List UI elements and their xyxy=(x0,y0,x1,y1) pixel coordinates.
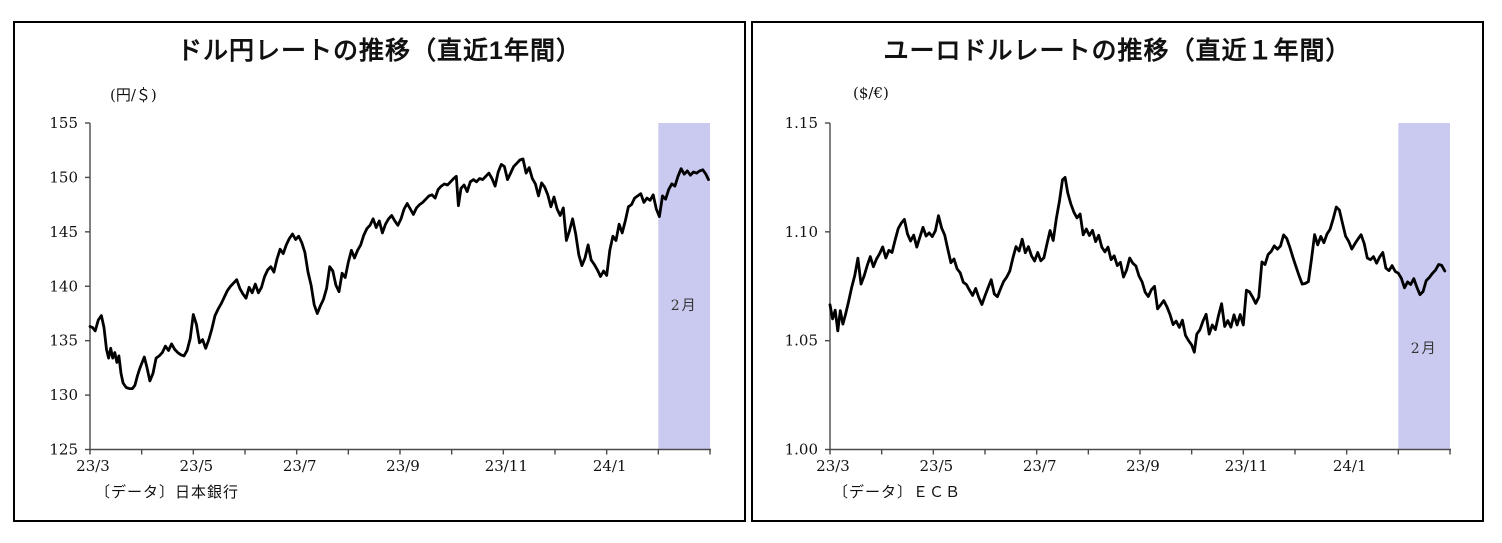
eurusd-chart-title: ユーロドルレートの推移（直近１年間） xyxy=(883,37,1352,65)
eurusd-x-tick-label: 23/3 xyxy=(816,457,850,475)
eurusd-x-tick-label: 23/11 xyxy=(1225,457,1268,475)
usdjpy-x-tick-label: 23/7 xyxy=(283,457,317,475)
usdjpy-series-line xyxy=(88,157,710,391)
eurusd-y-tick-label: 1.10 xyxy=(785,223,818,241)
eurusd-panel: ユーロドルレートの推移（直近１年間） ($/€) 2月 1.15 1.10 1.05 1… xyxy=(751,21,1484,522)
usdjpy-x-tick-label: 23/11 xyxy=(485,457,528,475)
eurusd-y-tick-label: 1.05 xyxy=(785,332,818,350)
usdjpy-y-tick-label: 125 xyxy=(49,441,78,459)
usdjpy-x-tick-label: 23/9 xyxy=(386,457,420,475)
usdjpy-panel: ドル円レートの推移（直近1年間） (円/＄) 2月 155 150 145 140 135… xyxy=(13,21,746,522)
usdjpy-y-tick-label: 140 xyxy=(49,277,78,295)
eurusd-band-label: 2月 xyxy=(1411,341,1438,357)
usdjpy-y-tick-label: 150 xyxy=(49,168,78,186)
usdjpy-x-tick-label: 23/5 xyxy=(179,457,213,475)
eurusd-y-axis-unit-label: ($/€) xyxy=(853,84,889,102)
usdjpy-band-label: 2月 xyxy=(671,298,698,314)
usdjpy-x-tick-label: 23/3 xyxy=(76,457,110,475)
usdjpy-highlight-band xyxy=(658,123,710,450)
eurusd-y-tick-label: 1.00 xyxy=(785,441,818,459)
usdjpy-source-label: 〔データ〕日本銀行 xyxy=(95,483,240,501)
eurusd-x-tick-label: 23/5 xyxy=(919,457,953,475)
usdjpy-y-tick-label: 130 xyxy=(49,386,78,404)
usdjpy-y-tick-label: 155 xyxy=(49,114,78,132)
eurusd-source-label: 〔データ〕ＥＣＢ xyxy=(833,483,962,501)
eurusd-x-tick-label: 24/1 xyxy=(1333,457,1367,475)
eurusd-y-tick-label: 1.15 xyxy=(785,114,818,132)
usdjpy-y-tick-label: 145 xyxy=(49,223,78,241)
usdjpy-y-tick-label: 135 xyxy=(49,332,78,350)
eurusd-x-tick-label: 23/7 xyxy=(1023,457,1057,475)
usdjpy-y-axis-unit-label: (円/＄) xyxy=(110,86,157,104)
eurusd-x-tick-label: 23/9 xyxy=(1126,457,1160,475)
usdjpy-x-tick-label: 24/1 xyxy=(593,457,627,475)
usdjpy-chart-title: ドル円レートの推移（直近1年間） xyxy=(177,37,582,65)
eurusd-series-line xyxy=(828,175,1447,354)
